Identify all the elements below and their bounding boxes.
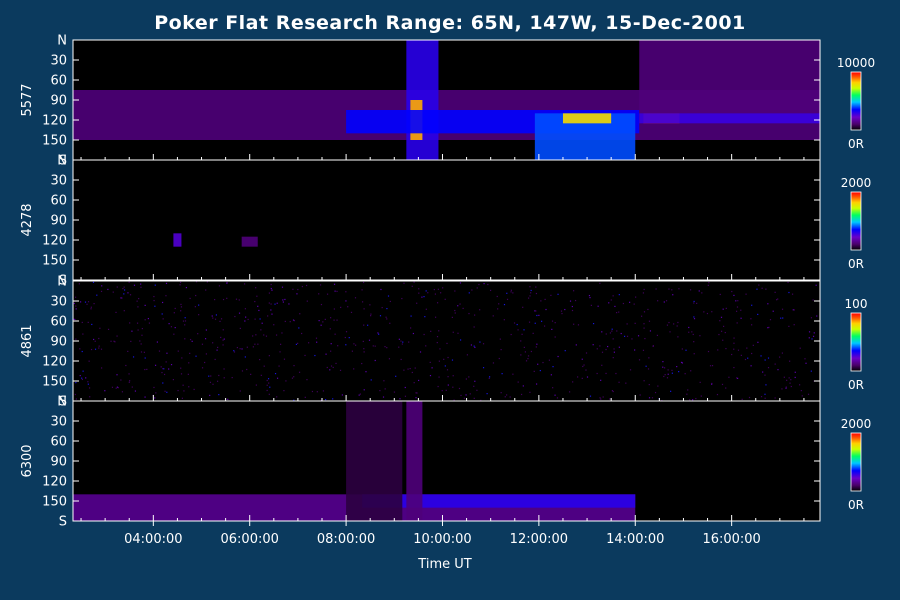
emission-feature-7: [639, 40, 820, 114]
colorbar-max-label: 100: [845, 297, 868, 311]
panel-4861: N 30 60 90 120 150 S 4861 100 0R: [20, 275, 867, 410]
panel-label-5577: 5577: [20, 83, 35, 116]
y-tick-label: 150: [42, 134, 67, 149]
y-tick-label: 90: [50, 335, 67, 350]
y-tick-label: N: [57, 34, 67, 49]
emission-feature-5: [562, 113, 612, 124]
y-tick-label: 60: [50, 194, 67, 209]
panel-5577: N 30 60 90 120 150 S 5577 10000 0R: [20, 34, 875, 169]
x-tick-label: 16:00:00: [702, 532, 760, 547]
x-tick-label: 08:00:00: [317, 532, 375, 547]
panel-label-6300: 6300: [20, 444, 35, 477]
colorbar-max-label: 2000: [841, 176, 872, 190]
y-tick-label: 30: [50, 174, 67, 189]
emission-feature-1: [362, 494, 636, 508]
emission-feature-1: [241, 236, 258, 247]
y-tick-label: S: [59, 515, 67, 530]
colorbar-4861: [851, 313, 861, 371]
y-tick-label: 30: [50, 415, 67, 430]
x-axis-label: Time UT: [417, 557, 471, 572]
panel-4278: N 30 60 90 120 150 S 4278 2000 0R: [20, 154, 871, 289]
panel-background: [73, 281, 820, 401]
y-tick-label: 90: [50, 214, 67, 229]
y-tick-label: S: [59, 154, 67, 169]
y-tick-label: 30: [50, 295, 67, 310]
y-tick-label: 120: [42, 114, 67, 129]
colorbar-min-label: 0R: [848, 257, 864, 271]
colorbar-frame: [850, 312, 862, 372]
emission-feature-0: [173, 233, 182, 247]
y-tick-label: N: [57, 395, 67, 410]
y-tick-label: N: [57, 275, 67, 290]
y-tick-label: S: [59, 395, 67, 410]
y-tick-label: 60: [50, 315, 67, 330]
panel-label-4861: 4861: [20, 324, 35, 357]
y-tick-label: 120: [42, 475, 67, 490]
emission-feature-8: [639, 113, 820, 124]
x-tick-label: 14:00:00: [606, 532, 664, 547]
y-tick-label: 150: [42, 495, 67, 510]
y-tick-label: 150: [42, 254, 67, 269]
colorbar-frame: [850, 191, 862, 251]
colorbar-min-label: 0R: [848, 378, 864, 392]
panel-background: [73, 160, 820, 280]
chart-title: Poker Flat Research Range: 65N, 147W, 15…: [154, 12, 746, 34]
x-tick-label: 06:00:00: [221, 532, 279, 547]
panel-6300: N 30 60 90 120 150 S 6300 2000 0R: [20, 395, 871, 530]
colorbar-5577: [851, 72, 861, 130]
y-tick-label: 90: [50, 94, 67, 109]
colorbar-4278: [851, 192, 861, 250]
colorbar-max-label: 10000: [837, 56, 875, 70]
colorbar-6300: [851, 433, 861, 491]
panel-label-4278: 4278: [20, 203, 35, 236]
y-tick-label: 60: [50, 435, 67, 450]
colorbar-min-label: 0R: [848, 498, 864, 512]
x-tick-label: 12:00:00: [510, 532, 568, 547]
y-tick-label: 120: [42, 355, 67, 370]
emission-feature-2: [406, 401, 423, 521]
colorbar-max-label: 2000: [841, 417, 872, 431]
y-tick-label: 30: [50, 54, 67, 69]
y-tick-label: 90: [50, 455, 67, 470]
y-tick-label: N: [57, 154, 67, 169]
y-tick-label: 60: [50, 74, 67, 89]
y-tick-label: S: [59, 274, 67, 289]
colorbar-min-label: 0R: [848, 137, 864, 151]
colorbar-frame: [850, 71, 862, 131]
x-tick-label: 04:00:00: [124, 532, 182, 547]
colorbar-frame: [850, 432, 862, 492]
y-tick-label: 150: [42, 375, 67, 390]
y-tick-label: 120: [42, 234, 67, 249]
emission-feature-3: [346, 401, 403, 521]
x-tick-label: 10:00:00: [413, 532, 471, 547]
